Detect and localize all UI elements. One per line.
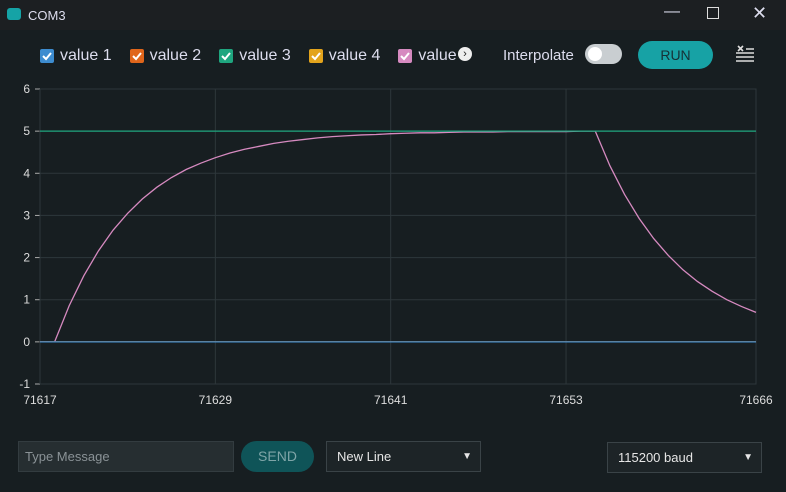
legend-item[interactable]: value 3	[219, 47, 291, 65]
interpolate-label: Interpolate	[503, 47, 574, 64]
x-tick-label: 71617	[23, 393, 57, 407]
y-tick-label: 6	[23, 82, 30, 96]
x-tick-label: 71653	[549, 393, 583, 407]
legend-checkbox[interactable]	[219, 49, 234, 63]
clear-icon[interactable]	[734, 45, 756, 63]
series-line	[40, 130, 757, 343]
x-tick-label: 71641	[374, 393, 408, 407]
legend-label: value 2	[149, 47, 202, 64]
minimize[interactable]: —	[664, 3, 680, 20]
maximize[interactable]	[707, 7, 719, 19]
title-bar: COM3 — ✕	[0, 0, 786, 30]
window-title: COM3	[28, 8, 66, 23]
legend: value 1 value 2 value 3 value 4 value 5	[40, 44, 458, 68]
line-ending: New Line	[337, 449, 392, 464]
legend-scroll[interactable]: ›	[458, 47, 472, 61]
legend-checkbox[interactable]	[398, 49, 413, 63]
app-icon	[7, 8, 21, 20]
line-ending-select[interactable]: New Line ▼	[326, 441, 481, 472]
legend-item[interactable]: value 2	[129, 47, 202, 65]
legend-label: value 3	[239, 47, 291, 64]
baud-select[interactable]: 115200 baud ▼	[607, 442, 762, 473]
close[interactable]: ✕	[752, 3, 768, 23]
y-tick-label: 1	[23, 293, 30, 307]
y-tick-label: 0	[23, 335, 30, 349]
y-tick-label: 2	[23, 251, 30, 265]
y-tick-label: -1	[19, 377, 30, 391]
interpolate-toggle[interactable]	[585, 44, 622, 64]
legend-label: value 1	[60, 47, 112, 64]
x-tick-label: 71629	[199, 393, 233, 407]
legend-item[interactable]: value 5	[398, 47, 458, 65]
y-tick-label: 5	[23, 124, 30, 138]
y-tick-label: 4	[23, 166, 30, 180]
legend-checkbox[interactable]	[308, 49, 323, 63]
legend-item[interactable]: value 4	[308, 47, 381, 65]
send-button[interactable]: SEND	[241, 441, 314, 472]
message-input[interactable]: Type Message	[18, 441, 234, 472]
legend-label: value 5	[418, 47, 458, 64]
legend-checkbox[interactable]	[40, 49, 54, 63]
run-button[interactable]: RUN	[638, 41, 713, 69]
x-tick-label: 71666	[739, 393, 773, 407]
y-tick-label: 3	[23, 208, 30, 222]
legend-label: value 4	[328, 47, 381, 64]
legend-item[interactable]: value 1	[40, 47, 112, 65]
plot: -1 0 1 2 3 4 5 6 71617 71629 71641 71653 71666	[19, 82, 773, 407]
baud: 115200 baud	[618, 450, 693, 465]
legend-checkbox[interactable]	[129, 49, 144, 63]
